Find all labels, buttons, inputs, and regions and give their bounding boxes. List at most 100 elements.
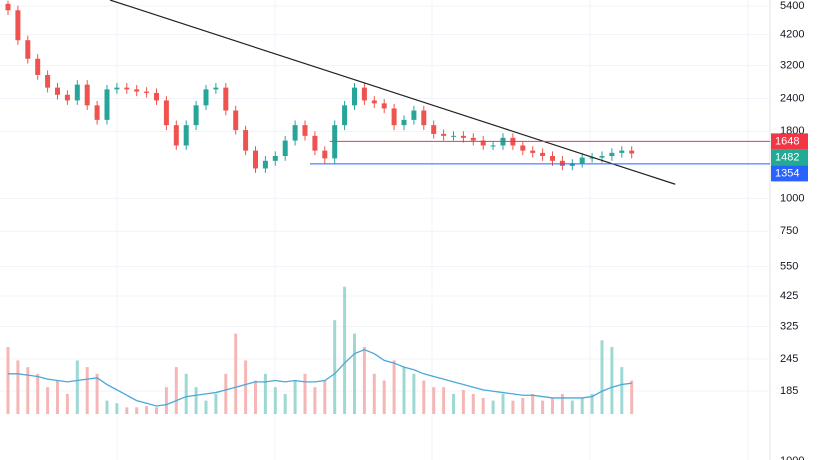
candle-body [25,40,31,59]
volume-bar [620,367,624,414]
volume-bar [244,360,248,414]
volume-bar [155,407,158,414]
candle-body [619,150,625,153]
candle-body [94,105,100,120]
candle-body [401,119,407,126]
volume-bar [570,400,574,414]
candle-body [74,84,80,101]
volume-bar [125,407,129,414]
candle-body [55,87,60,95]
candle-body [64,94,70,101]
volume-bar [491,400,495,414]
volume-bar [333,320,337,414]
candle-body [421,110,427,126]
candle-body [213,87,219,90]
candle-body [352,87,357,106]
candle-body [609,152,615,156]
volume-bar [551,397,554,414]
volume-bar [630,380,634,414]
candle-body [460,135,466,138]
volume-bar [343,286,347,414]
volume-bar [511,400,515,414]
volume-bar [26,367,30,414]
volume-bar [135,407,139,414]
volume-bar [164,387,168,414]
candle-body [322,150,328,159]
volume-bar [36,373,40,414]
candle-body [183,125,189,146]
volume-ma-line [8,348,632,407]
volume-bar [254,380,257,414]
volume-bar [95,373,99,414]
candle-body [203,89,209,106]
volume-bar [580,397,584,414]
candle-body [411,110,417,120]
candle-body [520,145,526,151]
candle-body [371,100,377,104]
candle-body [579,157,585,164]
candle-body [173,125,179,146]
candle-body [550,155,555,161]
volume-bar [501,393,505,414]
volume-bar [323,380,327,414]
volume-bar [590,393,594,414]
candle-body [45,74,51,88]
y-tick-label: 2400 [780,92,804,104]
volume-bar [402,367,406,414]
volume-bar [145,405,149,414]
candle-body [342,105,348,126]
price-label-bg [771,133,808,150]
candle-body [84,84,90,106]
candle-body [589,157,595,159]
candle-body [233,110,239,131]
candle-body [35,58,41,75]
price-label: 1354 [775,167,799,179]
volume-bar [541,400,545,414]
volume-bar [283,393,287,414]
trendline [109,0,676,185]
volume-bar [56,380,59,414]
volume-bar [46,387,50,414]
volume-bar [184,373,188,414]
candle-body [629,150,635,154]
volume-bar [313,387,317,414]
candle-body [302,125,308,136]
candle-body [124,87,130,90]
volume-bar [422,380,426,414]
candle-body [451,135,456,137]
volume-bar [521,397,525,414]
volume-bar [392,360,396,414]
candle-body [282,140,288,156]
candle-body [15,10,21,41]
candle-body [5,3,11,11]
candle-body [480,140,486,146]
y-tick-label: 3200 [780,60,804,72]
candle-body [381,103,387,109]
candle-body [163,100,169,126]
volume-bar [481,397,485,414]
volume-bar [194,387,198,414]
volume-bar [432,387,436,414]
price-label: 1482 [775,151,799,163]
volume-bar [105,400,109,414]
volume-bar [452,393,455,414]
y-tick-label: 1000 [780,192,804,204]
y-tick-label: 325 [780,321,798,333]
volume-bar [234,333,238,414]
candle-body [312,135,318,151]
candle-body [569,163,575,166]
candle-body [223,87,229,111]
candle-body [361,87,367,101]
volume-bar [263,373,267,414]
y-tick-label: 5400 [780,0,804,12]
y-tick-label: 4200 [780,29,804,41]
volume-bar [610,347,614,414]
volume-bar [382,380,386,414]
volume-bar [224,373,228,414]
volume-bar [531,393,535,414]
volume-bar [204,400,208,414]
volume-bar [442,387,446,414]
price-label-bg [771,149,808,166]
candle-body [391,108,397,126]
candle-body [490,145,496,147]
